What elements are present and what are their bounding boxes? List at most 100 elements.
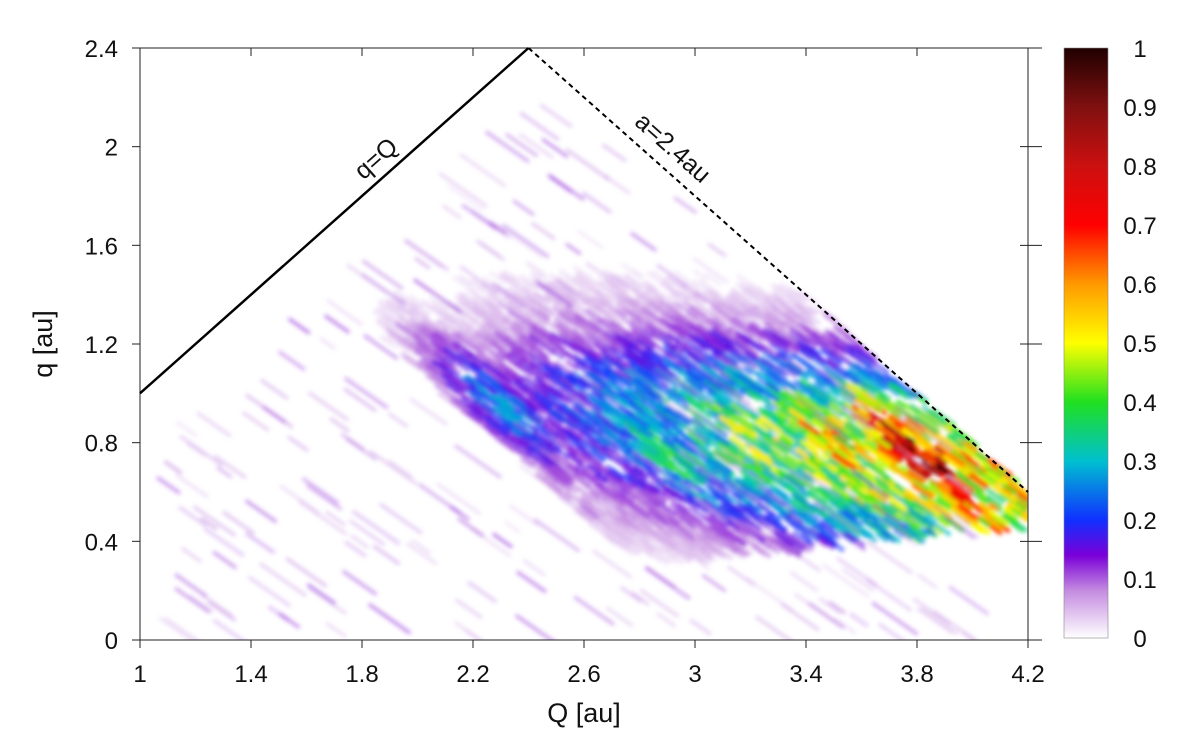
- density-cell: [715, 479, 744, 502]
- density-cell: [842, 509, 857, 521]
- density-cell: [549, 279, 578, 302]
- density-streak: [707, 242, 727, 258]
- density-cell: [873, 375, 901, 397]
- density-cell: [541, 421, 567, 441]
- density-streak: [805, 333, 829, 351]
- density-cell: [551, 304, 577, 324]
- density-streak: [865, 577, 913, 612]
- density-cell: [592, 278, 609, 292]
- density-streak: [361, 259, 404, 291]
- density-streak: [665, 319, 704, 349]
- density-streak: [660, 472, 690, 494]
- density-cell: [634, 488, 646, 499]
- density-cell: [714, 422, 726, 432]
- density-cell: [762, 435, 789, 456]
- density-cell: [905, 469, 926, 485]
- density-cell: [472, 295, 488, 308]
- density-cell: [718, 410, 731, 421]
- density-streak: [681, 403, 727, 437]
- density-streak: [877, 622, 916, 640]
- density-streak: [341, 569, 378, 596]
- density-streak: [404, 238, 450, 272]
- density-cell: [729, 288, 751, 305]
- density-streak: [435, 482, 482, 516]
- density-cell: [845, 479, 859, 491]
- density-cell: [713, 459, 733, 475]
- density-streak: [259, 378, 289, 401]
- density-cell: [621, 427, 639, 442]
- density-cell: [659, 408, 684, 428]
- density-cell: [428, 332, 449, 349]
- density-cell: [578, 277, 598, 294]
- density-streak: [730, 517, 758, 539]
- density-cell: [887, 382, 910, 401]
- density-streak: [323, 314, 351, 334]
- density-cell: [459, 300, 481, 318]
- density-cell: [602, 443, 626, 461]
- density-streak: [488, 220, 508, 236]
- density-cell: [750, 318, 763, 330]
- density-streak: [716, 300, 738, 317]
- density-cell: [424, 372, 450, 393]
- density-streak: [830, 414, 861, 437]
- density-cell: [564, 408, 582, 423]
- density-streak: [519, 111, 560, 142]
- density-cell: [608, 371, 623, 384]
- density-cell: [549, 374, 570, 391]
- density-cell: [502, 268, 522, 285]
- density-cell: [824, 474, 847, 492]
- density-cell: [529, 463, 554, 482]
- x-tick-label: 3.4: [789, 661, 822, 688]
- density-cell: [635, 409, 646, 420]
- density-streak: [605, 606, 634, 628]
- density-cell: [573, 341, 600, 362]
- density-cell: [517, 303, 536, 318]
- density-streak: [581, 191, 612, 214]
- density-streak: [212, 618, 259, 640]
- density-cell: [528, 423, 556, 445]
- density-cell: [407, 308, 420, 319]
- density-streak: [836, 556, 878, 587]
- density-cell: [683, 314, 710, 334]
- density-cell: [652, 298, 672, 315]
- density-cell: [643, 286, 655, 297]
- density-cell: [867, 419, 894, 440]
- q-equals-Q-label: q=Q: [349, 132, 403, 185]
- density-streak: [307, 585, 348, 616]
- density-cell: [429, 340, 454, 359]
- density-cell: [812, 505, 830, 520]
- density-cell: [519, 456, 534, 469]
- density-cell: [405, 356, 420, 369]
- colorbar-tick-label: 1: [1133, 36, 1146, 63]
- density-streak: [758, 516, 805, 551]
- density-cell: [735, 273, 763, 294]
- density-cell: [631, 495, 655, 514]
- density-streak: [872, 503, 908, 530]
- density-streak: [394, 321, 422, 342]
- y-tick-label: 0.8: [85, 431, 118, 458]
- density-cell: [631, 501, 650, 517]
- density-cell: [705, 460, 717, 471]
- colorbar-tick-label: 0.9: [1123, 95, 1156, 122]
- density-cell: [988, 471, 1000, 481]
- density-cell: [865, 461, 891, 481]
- density-cell: [936, 485, 951, 497]
- density-streak: [782, 386, 827, 419]
- colorbar: 0 0.1 0.2 0.3 0.4 0.5 0.6 0.7 0.8 0.9 1: [1063, 36, 1157, 653]
- density-cell: [860, 358, 873, 370]
- density-cell: [793, 390, 816, 408]
- density-cell: [977, 516, 992, 528]
- density-cell: [758, 415, 783, 435]
- density-streak: [245, 393, 294, 429]
- density-cell: [413, 316, 427, 328]
- density-cell: [753, 302, 768, 315]
- density-cell: [745, 389, 761, 402]
- density-streak: [685, 426, 706, 443]
- density-cell: [697, 444, 716, 459]
- q-equals-Q-line: [139, 47, 530, 395]
- density-cell: [701, 318, 715, 330]
- density-cell: [527, 328, 555, 350]
- density-cell: [542, 365, 562, 380]
- density-cell: [774, 407, 790, 420]
- density-streak: [502, 331, 545, 363]
